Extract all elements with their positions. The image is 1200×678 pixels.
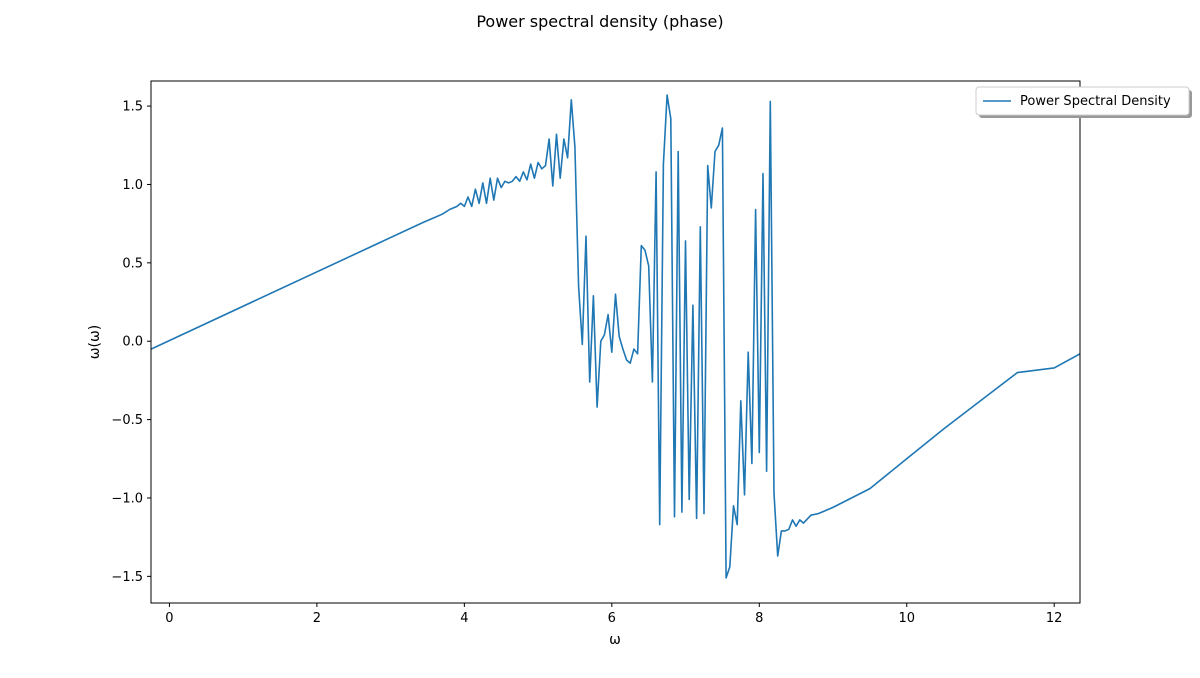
plot-frame: [150, 80, 1081, 604]
y-tick-label: −0.5: [111, 413, 143, 428]
x-tick-label: 4: [460, 611, 468, 626]
x-tick-label: 6: [608, 611, 616, 626]
x-tick-label: 2: [313, 611, 321, 626]
plot-area: [151, 81, 1080, 603]
x-axis-label: ω: [609, 632, 621, 648]
y-tick-label: −1.5: [111, 570, 143, 585]
x-tick-label: 12: [1046, 611, 1063, 626]
y-axis-label: ω(ω): [87, 325, 103, 359]
x-axis: 0 2 4 6 8 10 12: [165, 603, 1062, 626]
y-tick-label: 1.0: [122, 178, 143, 193]
y-tick-label: 0.0: [122, 335, 143, 350]
y-axis: −1.5 −1.0 −0.5 0.0 0.5 1.0 1.5: [111, 100, 151, 585]
x-tick-label: 8: [755, 611, 763, 626]
legend-label: Power Spectral Density: [1020, 94, 1171, 109]
y-tick-label: −1.0: [111, 491, 143, 506]
series-line-power-spectral-density: [151, 94, 1080, 579]
x-tick-label: 0: [165, 611, 173, 626]
legend: Power Spectral Density: [975, 86, 1192, 118]
x-tick-label: 10: [898, 611, 915, 626]
y-tick-label: 0.5: [122, 256, 143, 271]
chart-title: Power spectral density (phase): [476, 12, 723, 31]
y-tick-label: 1.5: [122, 100, 143, 115]
